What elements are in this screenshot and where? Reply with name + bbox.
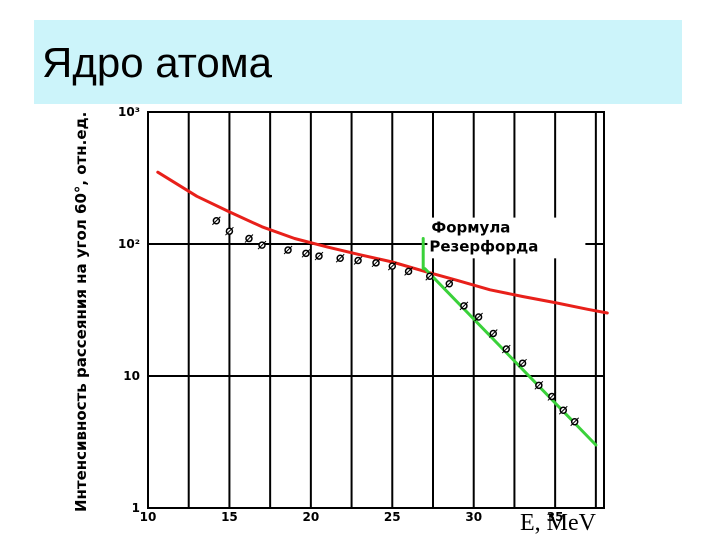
data-point-bar [547, 392, 557, 401]
x-tick-label: 10 [140, 510, 157, 524]
data-point-bar [283, 245, 293, 255]
slide-title: Ядро атома [42, 39, 273, 86]
green-fit-line [423, 267, 598, 447]
title-band [34, 20, 682, 104]
plot-frame [147, 111, 605, 509]
data-point-bar [353, 256, 363, 265]
rutherford-curve [156, 170, 609, 315]
y-tick-label: 10³ [118, 105, 140, 119]
data-point-bar [387, 261, 397, 271]
x-tick-label: 25 [384, 510, 401, 524]
data-point-bar [301, 248, 311, 258]
x-tick-label: 30 [465, 510, 482, 524]
data-point-bar [534, 380, 544, 390]
data-point-bar [257, 240, 267, 250]
data-point-bar [558, 405, 568, 415]
annotation-label: Резерфорда [429, 237, 538, 255]
data-point-bar [425, 271, 435, 281]
data-point-bar [371, 258, 381, 268]
x-tick-label: 20 [303, 510, 320, 524]
x-axis-label: E, MeV [520, 510, 596, 536]
data-point-bar [335, 253, 345, 263]
x-tick-label: 15 [221, 510, 238, 524]
annotation-label: Формула [431, 219, 510, 237]
data-point-bar [474, 312, 483, 322]
data-point-bar [459, 301, 469, 311]
data-point-bar [225, 226, 234, 236]
data-point-bar [212, 216, 221, 226]
data-point-bar [488, 329, 498, 338]
data-point-bar [314, 251, 324, 261]
annotation-bg [427, 217, 586, 259]
x-tick-label: 35 [547, 510, 564, 524]
y-tick-label: 10² [118, 237, 140, 251]
data-point-bar [244, 234, 254, 243]
y-tick-label: 1 [132, 501, 140, 515]
data-point-bar [518, 358, 527, 368]
y-tick-label: 10 [123, 369, 140, 383]
data-point-bar [444, 279, 454, 289]
data-point-bar [404, 267, 413, 276]
data-point-bar [501, 344, 511, 354]
data-point-bar [570, 417, 580, 427]
